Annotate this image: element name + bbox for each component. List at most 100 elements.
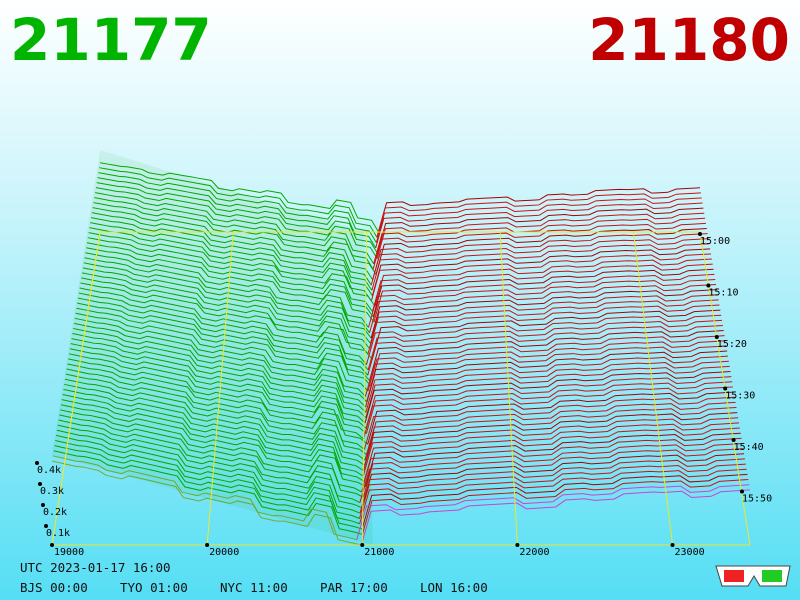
bid-depth-line [74, 317, 366, 397]
bid-depth-line [88, 232, 376, 307]
ask-price: 21180 [588, 6, 790, 74]
price-tick-label: 22000 [519, 547, 549, 558]
bid-depth-line [73, 327, 366, 408]
tick-dot [723, 386, 728, 391]
ask-depth-line [375, 197, 702, 243]
ask-depth-line [376, 192, 701, 238]
volume-tick-label: 0.2k [43, 507, 67, 518]
bid-depth-line [75, 312, 369, 392]
ask-depth-line [359, 463, 746, 519]
ask-depth-line [371, 243, 710, 291]
bid-depth-line [93, 202, 377, 275]
ask-depth-line [365, 381, 733, 434]
bid-depth-line [81, 277, 369, 355]
ask-depth-line [376, 212, 705, 259]
bid-depth-line [52, 455, 357, 541]
utc-clock: UTC 2023-01-17 16:00 [20, 560, 171, 575]
ask-depth-line [359, 458, 745, 514]
time-tick-label: 15:30 [725, 391, 755, 402]
bid-depth-line [51, 460, 362, 546]
bid-depth-line [91, 212, 372, 286]
ask-depth-line [365, 314, 722, 365]
ask-depth-line [370, 289, 717, 339]
ask-depth-line [368, 278, 716, 328]
bid-depth-line [61, 399, 365, 482]
ask-depth-line [362, 422, 740, 477]
bid-depth-line [54, 445, 363, 530]
bid-depth-line [63, 388, 364, 472]
ask-depth-line [367, 319, 723, 371]
bid-depth-line [83, 262, 372, 339]
ask-depth-line [364, 345, 727, 397]
ask-depth-line [364, 412, 738, 466]
bid-depth-line [77, 297, 369, 376]
ask-depth-line [378, 187, 701, 233]
glasses-icon [715, 565, 791, 587]
bid-depth-line [78, 292, 369, 371]
time-tick-label: 15:50 [742, 494, 772, 505]
ask-depth-line [359, 448, 744, 503]
city-clock: LON 16:00 [420, 580, 488, 595]
tick-dot [41, 503, 45, 507]
ask-depth-line [370, 294, 718, 344]
bid-depth-line [73, 322, 368, 403]
ask-depth-line [363, 417, 739, 471]
bid-depth-line [95, 192, 375, 265]
bid-depth-line [53, 450, 363, 535]
tick-dot [515, 543, 520, 547]
tick-dot [44, 524, 48, 528]
ask-depth-line [374, 258, 712, 307]
bid-depth-line [94, 197, 374, 270]
ask-depth-line [362, 442, 743, 498]
ask-depth-line [373, 273, 715, 323]
bid-depth-line [70, 343, 366, 424]
ask-depth-line [375, 227, 707, 275]
bid-depth-line [57, 424, 363, 509]
ask-depth-line [363, 427, 740, 482]
bid-depth-line [60, 409, 362, 493]
volume-tick-label: 0.1k [46, 528, 70, 539]
tick-dot [670, 543, 675, 547]
bid-depth-line [55, 434, 360, 519]
bid-depth-line [71, 338, 367, 419]
ask-depth-line [365, 360, 729, 413]
bid-depth-line [84, 257, 370, 334]
ask-depth-line [356, 484, 750, 540]
ask-depth-line [361, 473, 748, 530]
city-clock: NYC 11:00 [220, 580, 288, 595]
time-tick-label: 15:20 [717, 339, 747, 350]
bid-depth-line [58, 419, 361, 504]
bid-depth-line [98, 172, 377, 243]
tick-dot [50, 543, 54, 547]
ask-depth-line [367, 391, 734, 445]
ask-depth-line [370, 335, 725, 386]
bid-depth-line [82, 267, 371, 344]
ask-depth-line [359, 468, 747, 524]
tick-dot [35, 461, 39, 465]
ask-depth-line [365, 355, 728, 408]
floor-line [499, 231, 518, 546]
ask-depth-line [364, 406, 737, 461]
city-clock: BJS 00:00 [20, 580, 88, 595]
ask-depth-line [361, 479, 749, 535]
bid-depth-line [65, 373, 368, 456]
price-tick-label: 21000 [364, 547, 394, 558]
bid-depth-line [90, 217, 373, 291]
ask-depth-line [361, 437, 742, 493]
tick-dot [731, 438, 736, 442]
tick-dot [205, 543, 210, 547]
volume-tick-label: 0.4k [37, 465, 61, 476]
bid-depth-line [72, 333, 367, 413]
city-clock: TYO 01:00 [120, 580, 188, 595]
floor-line [632, 231, 674, 546]
bid-depth-line [64, 378, 366, 461]
bid-depth-line [97, 177, 377, 249]
ask-depth-line [360, 489, 751, 546]
bid-depth-line [69, 348, 367, 429]
price-tick-label: 20000 [209, 547, 239, 558]
bid-depth-line [68, 353, 367, 434]
bid-depth-line [99, 162, 379, 233]
ask-depth-line [365, 365, 730, 418]
bid-depth-line [85, 252, 369, 328]
